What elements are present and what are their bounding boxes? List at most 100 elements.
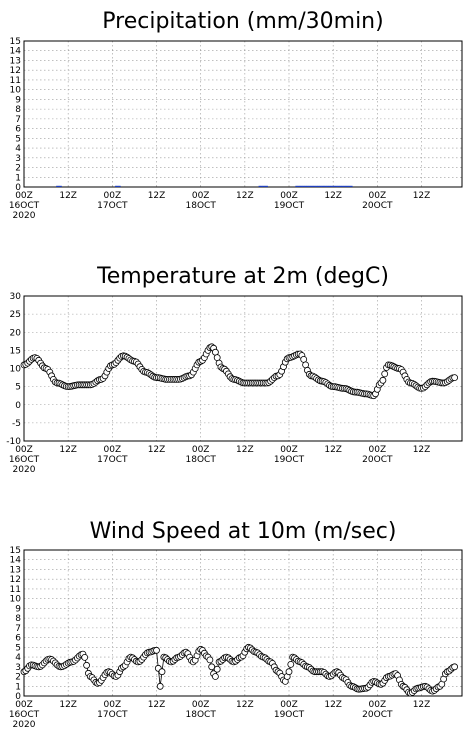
x-tick-label: 12Z bbox=[413, 700, 431, 710]
precip-bar bbox=[321, 185, 324, 187]
y-tick-label: -10 bbox=[6, 437, 21, 447]
x-tick-label: 20OCT bbox=[362, 710, 393, 720]
precip-bar bbox=[57, 185, 60, 187]
x-tick-label: 00Z bbox=[15, 700, 33, 710]
x-tick-label: 12Z bbox=[236, 700, 254, 710]
x-tick-label: 12Z bbox=[324, 700, 342, 710]
wind-speed-point bbox=[158, 668, 166, 676]
x-tick-label: 19OCT bbox=[274, 201, 305, 211]
wind-speed-point bbox=[287, 661, 295, 668]
x-tick-label: 12Z bbox=[324, 191, 342, 201]
x-tick-label: 20OCT bbox=[362, 201, 393, 211]
x-tick-label: 12Z bbox=[59, 445, 77, 455]
y-tick-label: 8 bbox=[15, 105, 21, 115]
y-tick-label: 6 bbox=[15, 634, 21, 644]
x-tick-label: 18OCT bbox=[186, 455, 217, 465]
y-tick-label: 8 bbox=[15, 614, 21, 624]
wind-speed-point bbox=[213, 665, 221, 673]
y-tick-label: 10 bbox=[10, 86, 22, 96]
x-tick-label: 00Z bbox=[104, 445, 122, 455]
wind-speed-point bbox=[285, 668, 293, 676]
temperature-panel: Temperature at 2m (degC) -10 -5 0 5 10 15 20 25… bbox=[6, 264, 463, 475]
precip-bar bbox=[334, 185, 337, 187]
temperature-point bbox=[213, 354, 221, 362]
wind-speed-point bbox=[206, 656, 214, 664]
precip-bar bbox=[317, 185, 320, 187]
x-tick-label: 12Z bbox=[413, 191, 431, 201]
x-tick-label: 2020 bbox=[13, 211, 36, 221]
x-tick-label: 19OCT bbox=[274, 710, 305, 720]
x-tick-label: 12Z bbox=[148, 445, 166, 455]
y-tick-label: 0 bbox=[15, 183, 21, 193]
y-tick-label: 25 bbox=[10, 310, 21, 320]
x-tick-label: 17OCT bbox=[97, 455, 128, 465]
precip-bar bbox=[304, 185, 307, 187]
x-tick-label: 00Z bbox=[104, 700, 122, 710]
temperature-point bbox=[451, 374, 459, 382]
precip-bar bbox=[332, 185, 335, 187]
precip-bar bbox=[118, 185, 121, 187]
wind-speed-point bbox=[153, 646, 160, 654]
plot-frame bbox=[23, 40, 463, 188]
x-tick-label: 00Z bbox=[192, 700, 210, 710]
temperature-title: Temperature at 2m (degC) bbox=[96, 264, 389, 289]
x-tick-label: 17OCT bbox=[97, 710, 128, 720]
temperature-line bbox=[23, 346, 455, 397]
precip-bar bbox=[115, 185, 118, 187]
wind-speed-point bbox=[451, 663, 459, 671]
x-tick-label: 16OCT bbox=[9, 455, 40, 465]
precip-bar bbox=[262, 185, 265, 187]
y-tick-label: 2 bbox=[15, 164, 21, 174]
wind-speed-point bbox=[83, 661, 90, 669]
y-tick-label: 1 bbox=[15, 682, 21, 692]
precip-bar bbox=[315, 185, 318, 187]
x-tick-label: 00Z bbox=[15, 191, 33, 201]
precip-bar bbox=[350, 185, 353, 187]
precip-bar bbox=[335, 185, 338, 187]
precip-bar bbox=[299, 185, 302, 187]
y-tick-label: 14 bbox=[10, 556, 22, 566]
precip-bar bbox=[322, 185, 325, 187]
wind-speed-title: Wind Speed at 10m (m/sec) bbox=[90, 519, 397, 544]
x-tick-label: 12Z bbox=[148, 700, 166, 710]
temperature-point bbox=[379, 376, 387, 384]
y-tick-label: 0 bbox=[15, 401, 21, 411]
y-tick-label: 15 bbox=[10, 37, 21, 47]
wind-speed-point bbox=[81, 654, 89, 661]
x-tick-label: 18OCT bbox=[186, 710, 217, 720]
precip-bar bbox=[348, 185, 351, 187]
precip-bar bbox=[302, 185, 305, 187]
precip-bar bbox=[264, 185, 267, 187]
x-tick-label: 00Z bbox=[369, 191, 387, 201]
precip-bar bbox=[297, 185, 300, 187]
precipitation-panel: Precipitation (mm/30min) 012345678910111… bbox=[9, 9, 463, 221]
y-tick-label: 9 bbox=[15, 604, 21, 614]
wind-speed-point bbox=[208, 663, 216, 671]
y-tick-label: 6 bbox=[15, 125, 21, 135]
x-tick-label: 2020 bbox=[13, 465, 36, 475]
y-tick-label: 10 bbox=[10, 595, 22, 605]
y-tick-label: 12 bbox=[10, 66, 21, 76]
y-tick-label: 13 bbox=[10, 56, 21, 66]
precip-bar bbox=[341, 185, 344, 187]
x-tick-label: 00Z bbox=[192, 445, 210, 455]
precip-bar bbox=[330, 185, 333, 187]
precip-bar bbox=[258, 185, 261, 187]
precip-bar bbox=[311, 185, 314, 187]
precip-bar bbox=[295, 185, 298, 187]
precip-bar bbox=[345, 185, 348, 187]
y-tick-label: 11 bbox=[10, 585, 21, 595]
y-tick-label: 5 bbox=[15, 383, 21, 393]
y-tick-label: 30 bbox=[10, 292, 22, 302]
precip-bar bbox=[116, 185, 119, 187]
temperature-point bbox=[381, 370, 389, 378]
x-tick-label: 12Z bbox=[324, 445, 342, 455]
x-tick-label: 12Z bbox=[236, 191, 254, 201]
precip-bar bbox=[313, 185, 316, 187]
y-tick-label: 3 bbox=[15, 154, 21, 164]
x-tick-label: 00Z bbox=[192, 191, 210, 201]
wind-speed-point bbox=[156, 682, 164, 690]
x-tick-label: 18OCT bbox=[186, 201, 217, 211]
x-tick-label: 12Z bbox=[236, 445, 254, 455]
